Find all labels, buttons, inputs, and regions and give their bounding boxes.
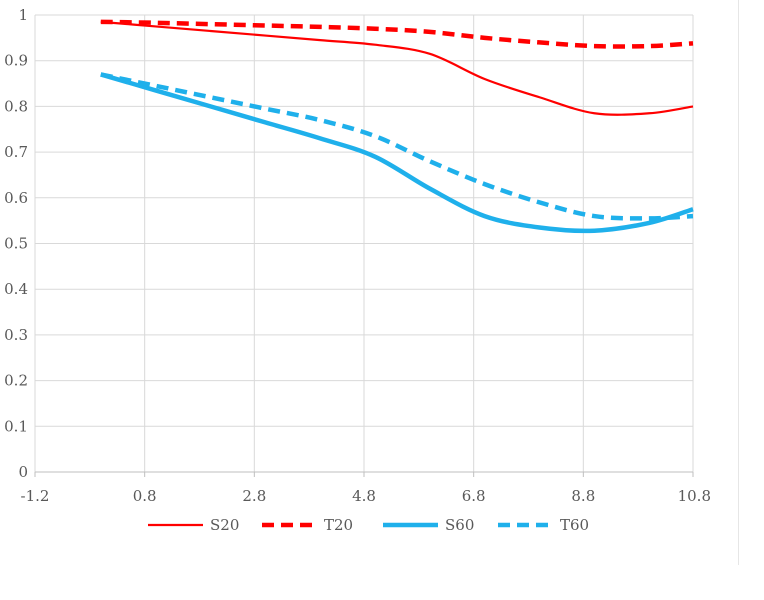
x-tick-label: 0.8 <box>133 487 157 505</box>
gridlines <box>34 14 694 472</box>
tick-labels: 0 0.1 0.2 0.3 0.4 0.5 0.6 0.7 0.8 0.9 1 -1.2 0.8 2.8 4… <box>4 6 711 505</box>
x-tick-label: 6.8 <box>462 487 486 505</box>
y-tick-label: 0.1 <box>4 417 28 435</box>
y-tick-label: 0.8 <box>4 97 28 115</box>
y-tick-label: 0.3 <box>4 326 28 344</box>
series-line-t60 <box>100 72 694 221</box>
axes <box>34 471 694 477</box>
y-tick-label: 0.7 <box>4 143 28 161</box>
y-tick-label: 0.5 <box>4 235 28 253</box>
legend: S20 T20 S60 T60 <box>148 516 589 534</box>
x-tick-label: 2.8 <box>242 487 266 505</box>
x-tick-label: 4.8 <box>352 487 376 505</box>
y-tick-label: 1 <box>18 6 28 24</box>
y-tick-label: 0.6 <box>4 189 28 207</box>
y-tick-label: 0.2 <box>4 372 28 390</box>
x-tick-label: 10.8 <box>678 487 711 505</box>
panel-edge <box>738 0 739 565</box>
x-tick-label: -1.2 <box>21 487 50 505</box>
data-series <box>100 19 694 234</box>
y-tick-label: 0.4 <box>4 280 28 298</box>
legend-label-s20: S20 <box>210 516 239 534</box>
y-tick-label: 0.9 <box>4 52 28 70</box>
y-tick-label: 0 <box>18 463 28 481</box>
series-line-s60 <box>100 72 694 234</box>
legend-label-t60: T60 <box>560 516 589 534</box>
x-tick-label: 8.8 <box>571 487 595 505</box>
legend-label-s60: S60 <box>445 516 474 534</box>
series-line-s20 <box>100 20 694 116</box>
series-line-t20 <box>100 19 694 49</box>
legend-label-t20: T20 <box>324 516 353 534</box>
